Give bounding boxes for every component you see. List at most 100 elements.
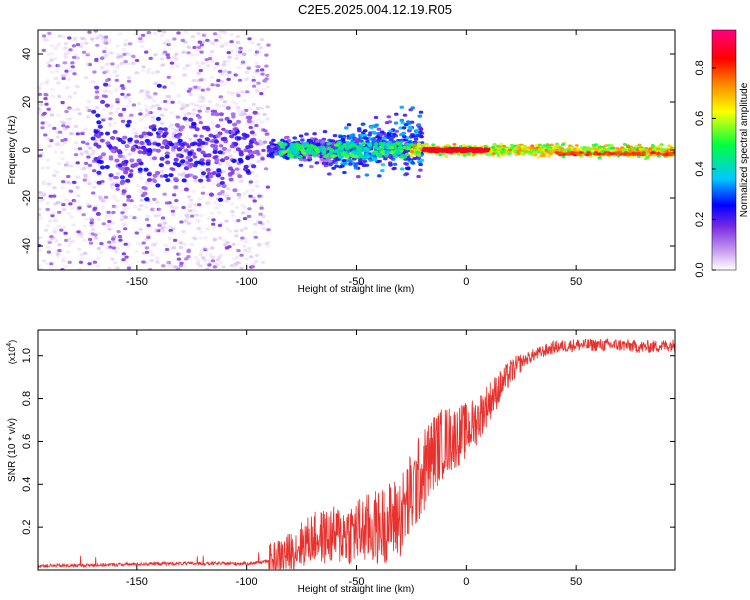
- heatmap-cell: [537, 147, 542, 151]
- heatmap-cell: [107, 122, 112, 126]
- heatmap-cell: [241, 211, 246, 215]
- heatmap-cell: [105, 78, 110, 83]
- heatmap-cell: [138, 190, 143, 194]
- heatmap-cell: [178, 241, 184, 245]
- heatmap-cell: [147, 48, 152, 52]
- heatmap-cell: [669, 153, 674, 157]
- heatmap-cell: [331, 166, 336, 170]
- heatmap-cell: [210, 255, 215, 259]
- heatmap-cell: [38, 87, 42, 91]
- heatmap-cell: [79, 152, 85, 156]
- heatmap-cell: [153, 213, 158, 218]
- heatmap-cell: [87, 237, 93, 242]
- heatmap-cell: [123, 39, 129, 43]
- heatmap-cell: [122, 52, 127, 56]
- heatmap-cell: [201, 185, 206, 189]
- heatmap-cell: [164, 247, 170, 252]
- heatmap-cell: [127, 173, 133, 178]
- heatmap-cell: [152, 197, 157, 201]
- heatmap-cell: [94, 85, 100, 90]
- heatmap-cell: [249, 154, 255, 159]
- heatmap-cell: [40, 198, 45, 202]
- heatmap-cell: [148, 125, 154, 130]
- heatmap-cell: [170, 100, 175, 104]
- heatmap-cell: [206, 153, 212, 158]
- heatmap-cell: [188, 117, 194, 122]
- heatmap-cell: [179, 107, 184, 111]
- heatmap-cell: [221, 170, 226, 174]
- heatmap-cell: [117, 163, 123, 168]
- heatmap-cell: [143, 89, 149, 93]
- heatmap-cell: [235, 35, 241, 39]
- heatmap-cell: [212, 150, 218, 155]
- heatmap-cell: [94, 90, 100, 94]
- heatmap-cell: [139, 203, 145, 207]
- heatmap-cell: [159, 169, 164, 174]
- heatmap-cell: [160, 122, 165, 126]
- heatmap-cell: [208, 53, 213, 58]
- heatmap-cell: [165, 226, 170, 230]
- heatmap-cell: [228, 153, 233, 157]
- heatmap-cell: [57, 34, 63, 38]
- heatmap-cell: [112, 196, 118, 200]
- heatmap-cell: [392, 166, 397, 170]
- heatmap-cell: [185, 183, 191, 187]
- heatmap-cell: [127, 152, 132, 156]
- heatmap-cell: [63, 61, 68, 65]
- heatmap-cell: [121, 107, 127, 111]
- heatmap-cell: [182, 73, 188, 77]
- heatmap-cell: [199, 43, 205, 47]
- heatmap-cell: [597, 146, 602, 149]
- heatmap-cell: [87, 182, 92, 186]
- heatmap-cell: [256, 50, 261, 54]
- heatmap-cell: [406, 157, 411, 161]
- heatmap-cell: [40, 166, 45, 170]
- heatmap-cell: [148, 201, 154, 205]
- heatmap-cell: [218, 69, 223, 73]
- heatmap-cell: [257, 244, 262, 248]
- heatmap-cell: [104, 69, 110, 74]
- heatmap-cell: [202, 104, 207, 108]
- colorbar-tick-label: 0.2: [694, 212, 706, 227]
- heatmap-cell: [213, 139, 219, 144]
- heatmap-cell: [230, 91, 235, 95]
- heatmap-cell: [147, 132, 154, 137]
- heatmap-cell: [122, 203, 127, 207]
- heatmap-cell: [38, 144, 41, 148]
- heatmap-cell: [144, 50, 149, 54]
- heatmap-cell: [254, 89, 260, 93]
- heatmap-cell: [126, 93, 131, 97]
- heatmap-cell: [211, 171, 217, 176]
- heatmap-cell: [157, 30, 162, 33]
- heatmap-cell: [196, 78, 201, 82]
- y-scale-label: (x104): [6, 340, 17, 364]
- heatmap-cell: [196, 45, 202, 50]
- heatmap-cell: [605, 152, 610, 156]
- heatmap-cell: [418, 130, 424, 135]
- heatmap-cell: [139, 39, 144, 43]
- heatmap-cell: [141, 65, 146, 69]
- heatmap-cell: [527, 146, 532, 150]
- heatmap-cell: [234, 167, 240, 171]
- heatmap-cell: [157, 129, 163, 134]
- heatmap-cell: [144, 205, 149, 209]
- heatmap-cell: [218, 118, 224, 122]
- heatmap-cell: [516, 144, 521, 148]
- heatmap-cell: [178, 245, 184, 250]
- heatmap-cell: [137, 39, 142, 44]
- heatmap-cell: [115, 107, 120, 111]
- heatmap-cell: [133, 131, 139, 135]
- heatmap-cell: [204, 202, 210, 206]
- heatmap-cell: [119, 175, 125, 180]
- heatmap-cell: [76, 176, 81, 180]
- heatmap-cell: [541, 153, 546, 156]
- heatmap-cell: [651, 151, 656, 154]
- heatmap-cell: [44, 102, 49, 106]
- heatmap-cell: [386, 133, 392, 137]
- heatmap-cell: [119, 61, 125, 66]
- heatmap-cell: [402, 135, 407, 139]
- heatmap-cell: [216, 180, 221, 184]
- heatmap-cell: [121, 252, 127, 256]
- heatmap-cell: [223, 243, 228, 247]
- heatmap-cell: [103, 156, 108, 160]
